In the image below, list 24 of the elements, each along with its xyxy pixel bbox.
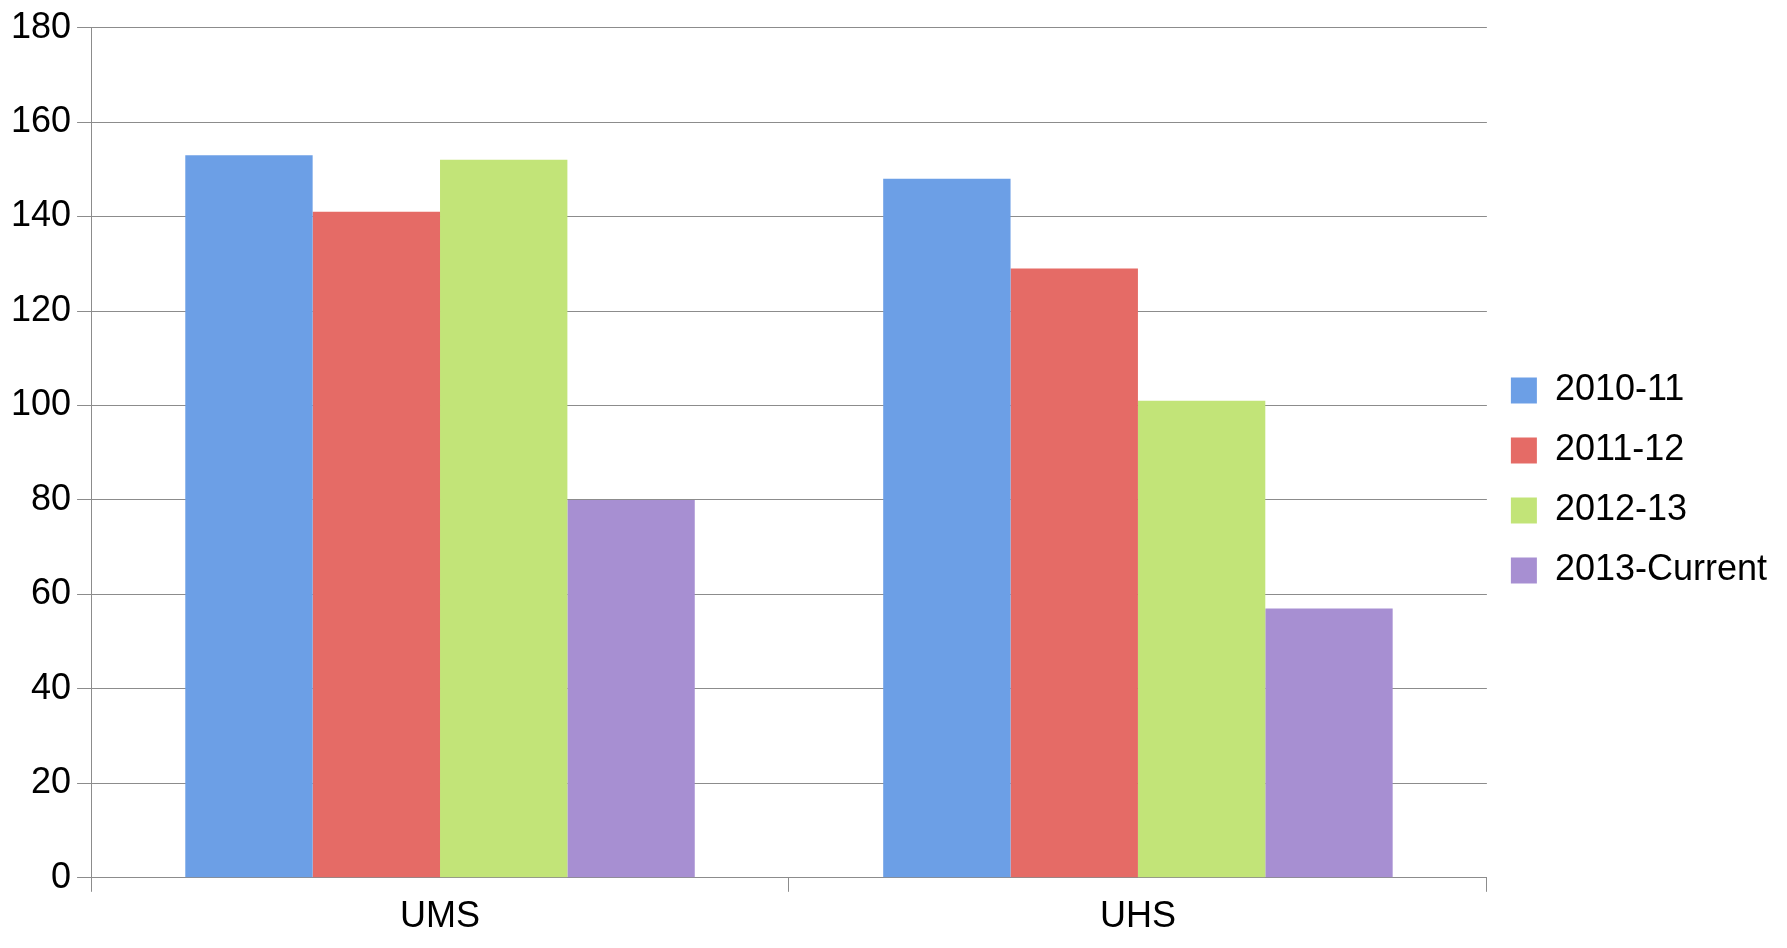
y-tick-label: 0	[51, 854, 72, 896]
bar	[1137, 400, 1266, 878]
bar	[1010, 268, 1138, 878]
y-tick-label: 100	[10, 382, 72, 424]
bar	[440, 159, 568, 878]
bar	[883, 178, 1011, 878]
bar	[567, 499, 695, 878]
legend-label: 2010-11	[1554, 367, 1685, 409]
x-tick-label: UHS	[1099, 894, 1176, 936]
y-tick-label: 180	[10, 4, 72, 46]
x-tick-label: UMS	[400, 894, 481, 936]
bar	[1265, 608, 1393, 878]
y-tick-label: 60	[31, 571, 72, 613]
legend-label: 2012-13	[1554, 487, 1688, 529]
y-tick-label: 140	[10, 193, 72, 235]
y-tick-label: 120	[10, 287, 72, 329]
y-tick-label: 80	[31, 476, 72, 518]
y-tick-label: 40	[31, 665, 72, 707]
y-tick-label: 20	[31, 760, 72, 802]
legend-label: 2013-Current	[1554, 547, 1768, 589]
legend-label: 2011-12	[1554, 427, 1685, 469]
bar	[185, 155, 313, 878]
bar	[312, 211, 441, 878]
y-tick-label: 160	[10, 98, 72, 140]
